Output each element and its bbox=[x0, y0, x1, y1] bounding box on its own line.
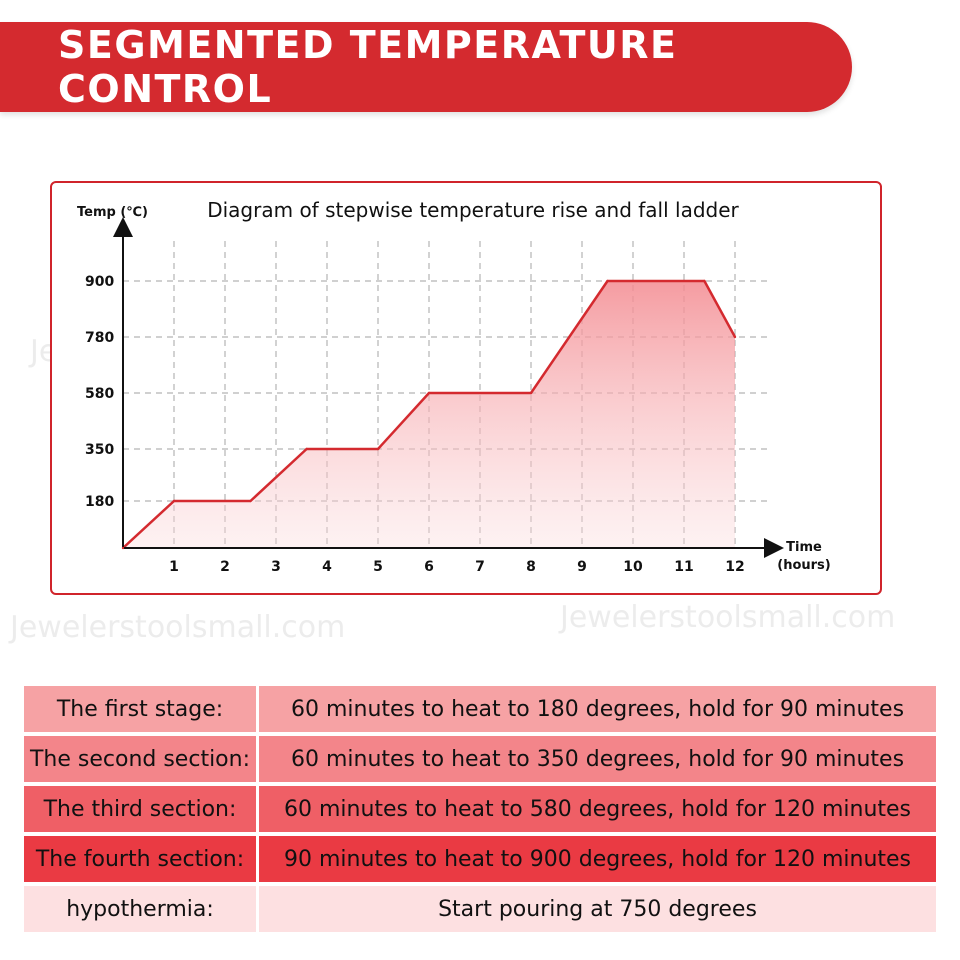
data-point bbox=[121, 546, 125, 550]
y-tick-label: 350 bbox=[85, 442, 114, 458]
table-row: hypothermia: Start pouring at 750 degree… bbox=[24, 886, 936, 932]
table-row: The fourth section: 90 minutes to heat t… bbox=[24, 836, 936, 882]
y-tick-label: 780 bbox=[85, 330, 114, 346]
stage-description: 90 minutes to heat to 900 degrees, hold … bbox=[259, 836, 936, 882]
stage-description: 60 minutes to heat to 180 degrees, hold … bbox=[259, 686, 936, 732]
data-point bbox=[249, 499, 252, 503]
y-tick-label: 900 bbox=[85, 274, 114, 290]
data-point bbox=[376, 447, 380, 451]
table-row: The first stage: 60 minutes to heat to 1… bbox=[24, 686, 936, 732]
stage-description: 60 minutes to heat to 350 degrees, hold … bbox=[259, 736, 936, 782]
table-row: The second section: 60 minutes to heat t… bbox=[24, 736, 936, 782]
x-tick-label: 2 bbox=[220, 559, 230, 575]
stage-label: The fourth section: bbox=[24, 836, 259, 882]
chart-title: Diagram of stepwise temperature rise and… bbox=[207, 198, 739, 222]
x-tick-label: 1 bbox=[169, 559, 179, 575]
x-tick-label: 8 bbox=[526, 559, 536, 575]
stage-description: Start pouring at 750 degrees bbox=[259, 886, 936, 932]
data-point bbox=[606, 279, 609, 283]
stage-label: The second section: bbox=[24, 736, 259, 782]
stage-table: The first stage: 60 minutes to heat to 1… bbox=[24, 682, 936, 936]
x-tick-label: 6 bbox=[424, 559, 434, 575]
x-tick-label: 11 bbox=[674, 559, 693, 575]
banner-title: SEGMENTED TEMPERATURE CONTROL bbox=[58, 23, 678, 111]
chart-frame: Diagram of stepwise temperature rise and… bbox=[50, 181, 882, 595]
data-point bbox=[172, 499, 176, 503]
data-point bbox=[427, 391, 431, 395]
area-fill bbox=[123, 281, 735, 548]
data-point bbox=[703, 279, 706, 283]
title-banner: SEGMENTED TEMPERATURE CONTROL bbox=[0, 22, 852, 112]
x-tick-label: 12 bbox=[725, 559, 744, 575]
watermark: Jewelerstoolsmall.com bbox=[560, 600, 896, 635]
data-point bbox=[529, 391, 533, 395]
data-point bbox=[305, 447, 308, 451]
x-tick-label: 9 bbox=[577, 559, 587, 575]
x-axis-unit: (hours) bbox=[777, 558, 830, 573]
x-tick-label: 4 bbox=[322, 559, 332, 575]
temperature-chart: Diagram of stepwise temperature rise and… bbox=[77, 198, 831, 575]
y-tick-label: 580 bbox=[85, 386, 114, 402]
x-tick-label: 7 bbox=[475, 559, 485, 575]
stage-description: 60 minutes to heat to 580 degrees, hold … bbox=[259, 786, 936, 832]
y-axis-label: Temp (℃) bbox=[77, 205, 148, 220]
data-point bbox=[733, 335, 737, 339]
y-tick-label: 180 bbox=[85, 494, 114, 510]
stage-label: The first stage: bbox=[24, 686, 259, 732]
table-row: The third section: 60 minutes to heat to… bbox=[24, 786, 936, 832]
x-tick-label: 5 bbox=[373, 559, 383, 575]
stage-label: The third section: bbox=[24, 786, 259, 832]
stage-label: hypothermia: bbox=[24, 886, 259, 932]
x-tick-label: 3 bbox=[271, 559, 281, 575]
watermark: Jewelerstoolsmall.com bbox=[10, 610, 346, 645]
series-line bbox=[122, 279, 737, 549]
x-tick-label: 10 bbox=[623, 559, 643, 575]
x-axis-label: Time bbox=[786, 540, 822, 555]
